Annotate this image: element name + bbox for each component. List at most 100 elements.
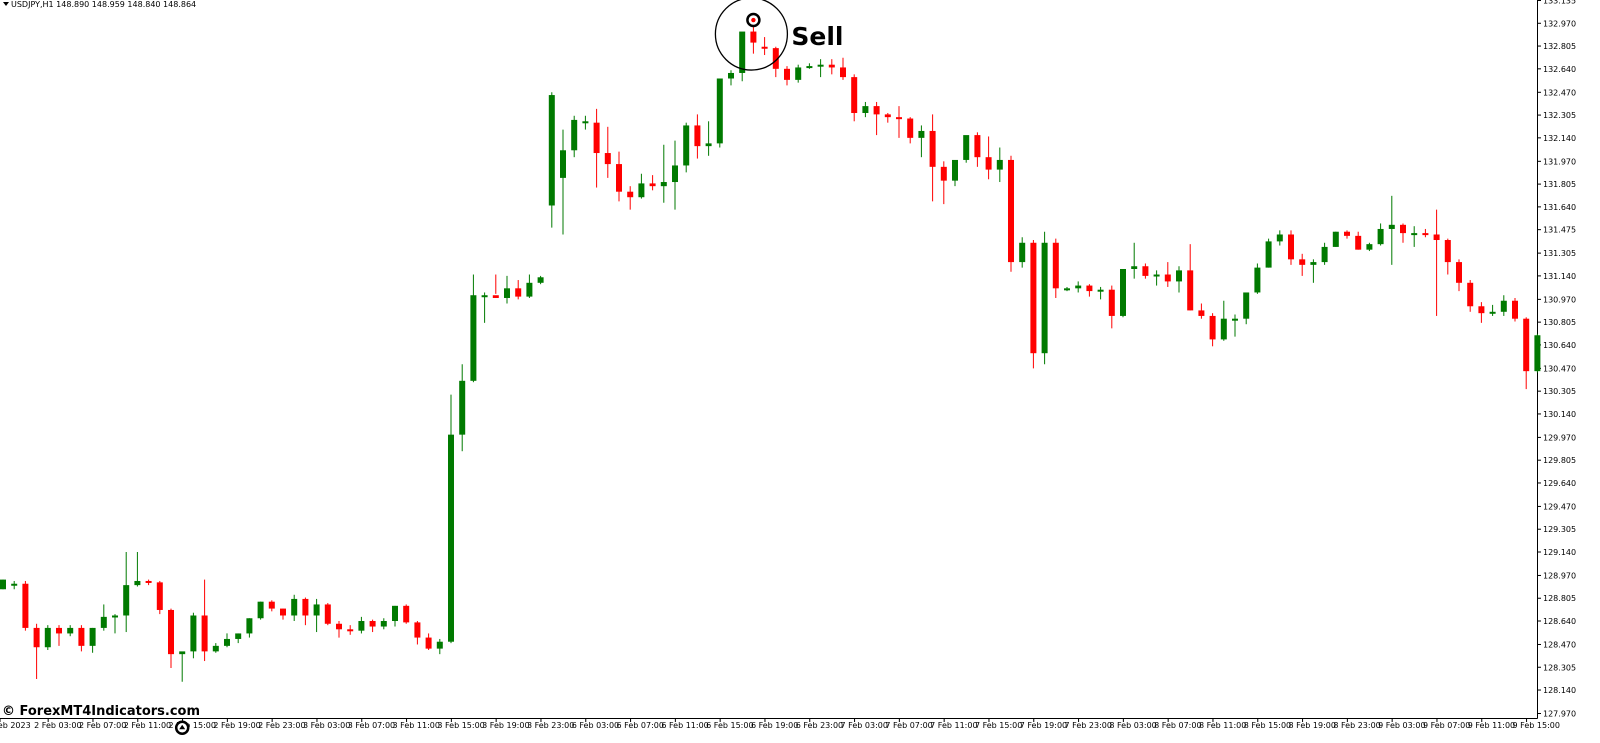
candle-body [22, 583, 29, 628]
y-tick-label: 128.805 [1543, 594, 1576, 603]
candle [392, 605, 398, 627]
candle-body [1422, 233, 1429, 236]
candle-body [1120, 268, 1126, 316]
candle [33, 623, 40, 679]
candle [548, 92, 555, 228]
candle-body [1254, 267, 1261, 293]
x-tick-label: 2 Feb 03:00 [34, 721, 81, 730]
candle-body [1052, 242, 1059, 289]
candle [1523, 317, 1530, 390]
candle-body [145, 580, 152, 583]
x-tick-label: 7 Feb 07:00 [885, 721, 932, 730]
candle [22, 580, 29, 631]
x-tick-label: 2 Feb 19:00 [213, 721, 260, 730]
candle [772, 46, 779, 78]
candle [134, 551, 141, 587]
candle [201, 579, 208, 662]
sell-highlight-circle [714, 0, 789, 71]
candle-body [515, 288, 522, 297]
candle-body [840, 67, 846, 78]
y-tick-label: 132.970 [1543, 19, 1576, 28]
candle-body [78, 627, 85, 646]
candle-body [1344, 231, 1350, 236]
candle [291, 594, 298, 622]
candle [795, 64, 802, 83]
x-tick-label: 3 Feb 15:00 [437, 721, 484, 730]
candle-body [772, 48, 779, 69]
candle-body [683, 125, 690, 166]
candle-body [1164, 274, 1171, 282]
candle-body [784, 68, 790, 80]
candle-body [324, 604, 331, 624]
y-tick-label: 127.970 [1543, 710, 1576, 719]
candle [1489, 304, 1496, 316]
x-tick-label: 9 Feb 11:00 [1468, 721, 1515, 730]
candle [224, 633, 230, 648]
candle-body [179, 651, 186, 655]
x-tick-label: 1 Feb 2023 [0, 721, 31, 730]
candle-body [884, 114, 891, 118]
candle-body [1030, 242, 1037, 354]
candle-body [44, 627, 51, 648]
candle [268, 600, 275, 612]
candle [537, 275, 544, 285]
candle-body [1534, 335, 1541, 372]
candle-body [1131, 266, 1138, 269]
candle-body [1299, 259, 1306, 265]
candle-body [358, 621, 365, 631]
candle [1377, 223, 1384, 246]
candle [56, 625, 62, 646]
x-tick-label: 6 Feb 23:00 [796, 721, 843, 730]
candle [1187, 244, 1194, 311]
candle-body [1041, 242, 1048, 354]
candle [44, 625, 51, 650]
x-tick-label: 2 Feb 15:00 [169, 721, 216, 730]
candle [1254, 263, 1261, 294]
candle-body [11, 583, 18, 586]
candle-body [436, 641, 443, 649]
y-tick-label: 128.970 [1543, 571, 1576, 580]
candle-body [940, 166, 947, 181]
y-tick-label: 132.805 [1543, 42, 1576, 51]
candle [806, 63, 813, 69]
candle-body [67, 627, 74, 634]
candle [1500, 295, 1507, 316]
candle [1321, 242, 1328, 265]
candle [660, 144, 667, 203]
candle [179, 651, 186, 682]
candle [246, 618, 253, 638]
axis-layer: 133.135 132.970 132.805 132.640 132.470 132.3… [0, 0, 1576, 730]
candle-body [459, 380, 466, 435]
candle-body [548, 95, 555, 206]
candle-body [616, 164, 622, 192]
candle-body [604, 153, 611, 165]
candle [1344, 230, 1350, 239]
y-tick-label: 130.305 [1543, 387, 1576, 396]
candle-body [1478, 306, 1485, 314]
candle-body [638, 183, 645, 198]
candle-body [347, 629, 354, 632]
x-tick-label: 8 Feb 07:00 [1154, 721, 1201, 730]
candle-body [1444, 240, 1451, 263]
candle-body [1209, 315, 1216, 340]
x-tick-label: 7 Feb 03:00 [841, 721, 888, 730]
x-tick-label: 3 Feb 11:00 [393, 721, 440, 730]
candle-body [168, 609, 174, 655]
x-tick-label: 6 Feb 07:00 [617, 721, 664, 730]
candle [974, 132, 981, 167]
candle [1388, 195, 1395, 265]
candle [156, 580, 163, 615]
candle [515, 280, 522, 300]
candle-body [201, 615, 208, 652]
candle-body [1220, 318, 1227, 340]
y-tick-label: 131.140 [1543, 272, 1576, 281]
candle-body [56, 627, 62, 634]
candle-body [1108, 289, 1115, 316]
candle [873, 101, 880, 136]
candle-body [280, 608, 286, 616]
candle [425, 633, 432, 650]
candle [336, 621, 342, 638]
candle [414, 621, 421, 645]
